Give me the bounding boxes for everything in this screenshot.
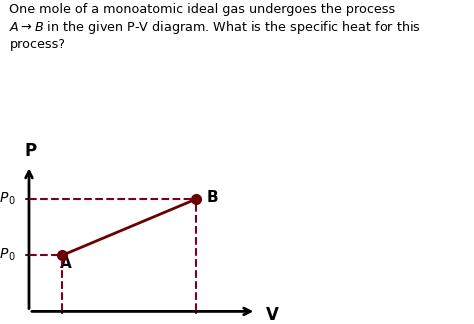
Text: $3P_0$: $3P_0$ xyxy=(0,247,16,263)
Text: A: A xyxy=(60,256,72,271)
Text: V: V xyxy=(266,306,279,324)
Text: P: P xyxy=(25,142,36,160)
Text: B: B xyxy=(206,190,218,205)
Text: $6P_0$: $6P_0$ xyxy=(0,191,16,207)
Text: One mole of a monoatomic ideal gas undergoes the process
$A \rightarrow B$ in th: One mole of a monoatomic ideal gas under… xyxy=(9,3,421,51)
